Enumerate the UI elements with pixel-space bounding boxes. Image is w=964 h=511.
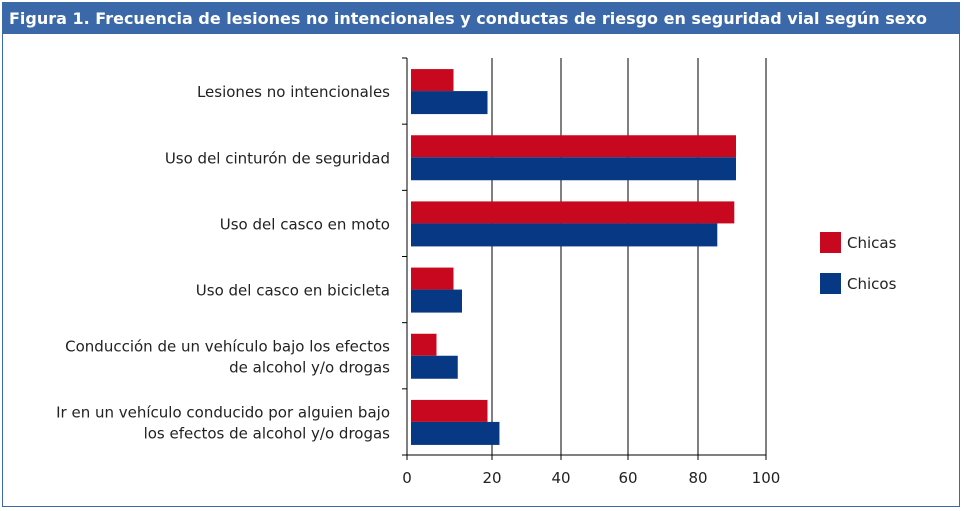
bar-chicas <box>411 201 735 224</box>
x-tick-label: 100 <box>752 469 781 487</box>
bar-chicos <box>411 355 458 379</box>
legend-swatch <box>820 232 841 253</box>
x-tick-label: 60 <box>618 469 637 487</box>
legend-label: Chicos <box>847 275 897 293</box>
x-tick-label: 40 <box>551 469 570 487</box>
bar-chicos <box>411 91 488 115</box>
category-label: los efectos de alcohol y/o drogas <box>144 424 391 442</box>
category-label: Ir en un vehículo conducido por alguien … <box>56 403 390 421</box>
bar-chicas <box>411 333 437 356</box>
bar-chicas <box>411 267 454 290</box>
category-label: Uso del casco en bicicleta <box>196 282 390 300</box>
category-label: Uso del cinturón de seguridad <box>165 149 390 167</box>
bar-chicas <box>411 135 736 158</box>
x-tick-label: 20 <box>482 469 501 487</box>
category-label: Uso del casco en moto <box>220 215 390 233</box>
legend-label: Chicas <box>847 234 897 252</box>
figure-title: Figura 1. Frecuencia de lesiones no inte… <box>3 3 959 34</box>
bar-chicos <box>411 289 462 313</box>
bar-chicas <box>411 399 488 422</box>
x-tick-label: 80 <box>688 469 707 487</box>
category-label: de alcohol y/o drogas <box>229 358 390 376</box>
bar-chicos <box>411 421 500 445</box>
bar-chicos <box>411 223 718 247</box>
bar-chicas <box>411 69 454 92</box>
x-tick-label: 0 <box>402 469 412 487</box>
category-label: Conducción de un vehículo bajo los efect… <box>65 337 390 355</box>
legend-swatch <box>820 273 841 294</box>
bar-chicos <box>411 157 736 181</box>
category-label: Lesiones no intencionales <box>197 83 390 101</box>
